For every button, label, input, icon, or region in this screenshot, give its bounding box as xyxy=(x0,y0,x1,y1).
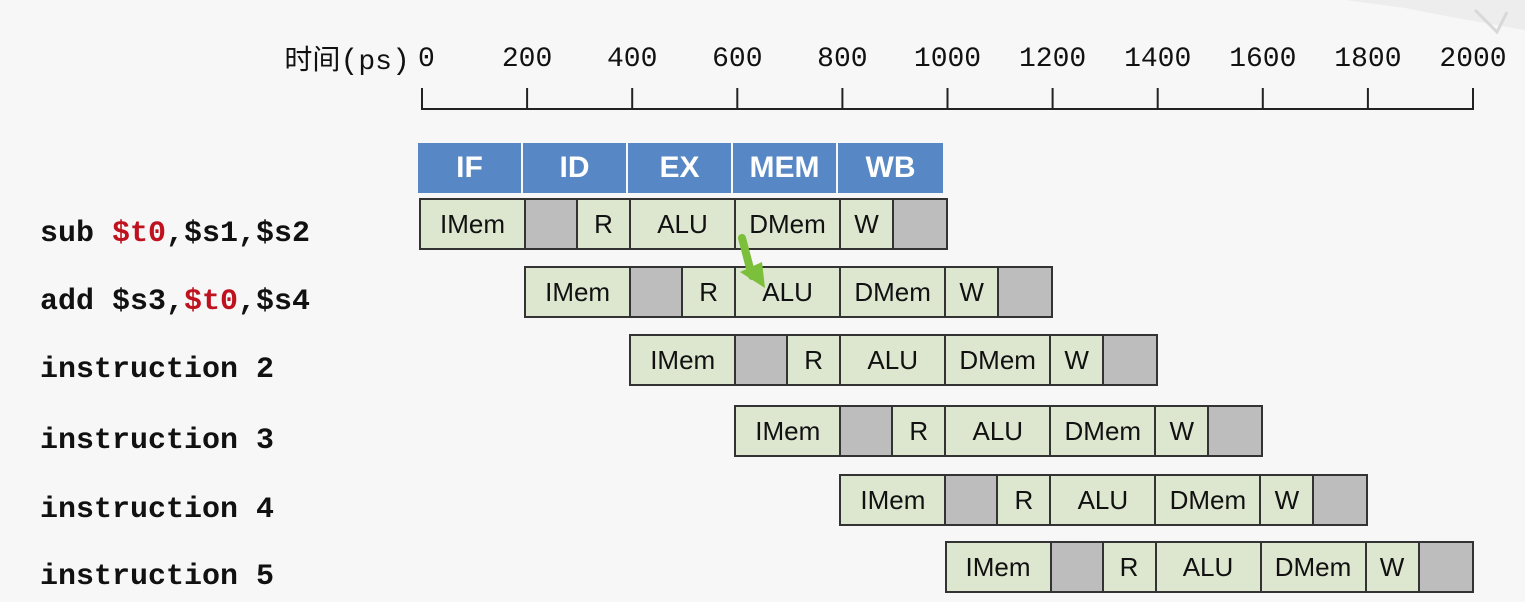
pipeline-cell-imem: IMem xyxy=(526,268,632,316)
pipeline-cell-alu: ALU xyxy=(1157,543,1262,591)
time-axis-tick-label: 1400 xyxy=(1124,44,1192,75)
stage-wb: WB xyxy=(838,143,943,193)
pipeline-cell-alu: ALU xyxy=(946,407,1052,455)
pipeline-cell-w: W xyxy=(1156,407,1210,455)
time-axis-tick-label: 1000 xyxy=(913,44,982,75)
pipeline-cell-w: W xyxy=(946,268,1000,316)
instruction-label: instruction 5 xyxy=(40,557,274,597)
pipeline-cell-imem: IMem xyxy=(631,336,737,384)
time-axis-tick-label: 1200 xyxy=(1018,44,1087,75)
pipeline-row: IMem R ALU DMem W xyxy=(524,266,1054,318)
pipeline-cell-shaded xyxy=(999,268,1052,316)
pipeline-row: IMem R ALU DMem W xyxy=(629,334,1159,386)
pipeline-cell-r: R xyxy=(998,476,1052,524)
instruction-label: instruction 4 xyxy=(40,490,274,530)
stage-ex: EX xyxy=(628,143,733,193)
pipeline-cell-w: W xyxy=(1261,476,1315,524)
pipeline-cell-alu: ALU xyxy=(1051,476,1157,524)
stage-if: IF xyxy=(418,143,523,193)
pipeline-cell-imem: IMem xyxy=(947,543,1052,591)
time-axis-tick-label: 800 xyxy=(817,44,868,75)
time-axis-label-open-paren: ( xyxy=(340,45,359,79)
instruction-text: ,$s4 xyxy=(238,285,311,319)
time-axis-tick-label: 400 xyxy=(606,44,658,75)
instruction-text: instruction 4 xyxy=(40,493,275,527)
pipeline-cell-w: W xyxy=(1051,336,1105,384)
time-axis-unit: ps xyxy=(358,47,392,78)
pipeline-row: IMem R ALU DMem W xyxy=(944,541,1474,593)
instruction-label: instruction 3 xyxy=(40,421,274,461)
instruction-text: sub xyxy=(40,217,113,251)
instruction-label: instruction 2 xyxy=(40,350,274,390)
pipeline-cell-shaded xyxy=(1314,476,1367,524)
pipeline-cell-shaded xyxy=(1104,336,1157,384)
pipeline-cell-r: R xyxy=(578,200,631,248)
pipeline-cell-shaded xyxy=(736,336,789,384)
pipeline-cell-alu: ALU xyxy=(736,268,842,316)
time-axis-label-main: 时间 xyxy=(284,43,341,76)
pipeline-cell-shaded xyxy=(1209,407,1262,455)
time-axis-tick-label: 200 xyxy=(501,44,553,75)
stage-id: ID xyxy=(523,143,628,193)
pipeline-cell-w: W xyxy=(1367,543,1420,591)
pipeline-cell-imem: IMem xyxy=(736,407,842,455)
pipeline-cell-shaded xyxy=(1051,543,1104,591)
pipeline-cell-alu: ALU xyxy=(631,200,736,248)
instruction-label: add $s3,$t0,$s4 xyxy=(40,282,310,322)
time-axis-ruler xyxy=(421,88,1474,110)
time-axis-tick-label: 0 xyxy=(418,44,435,75)
pipeline-row: IMem R ALU DMem W xyxy=(734,405,1264,457)
pipeline-cell-shaded xyxy=(526,200,578,248)
stage-header: IF ID EX MEM WB xyxy=(418,143,943,193)
pipeline-cell-shaded xyxy=(894,200,946,248)
corner-decoration xyxy=(1345,0,1525,35)
pipeline-cell-shaded xyxy=(631,268,684,316)
pipeline-cell-dmem: DMem xyxy=(841,268,947,316)
pipeline-cell-alu: ALU xyxy=(841,336,947,384)
time-axis-label: 时间(ps) xyxy=(284,40,410,80)
pipeline-cell-shaded xyxy=(1419,543,1472,591)
instruction-text: instruction 3 xyxy=(40,424,275,458)
time-axis-tick-label: 600 xyxy=(712,44,763,75)
pipeline-cell-imem: IMem xyxy=(841,476,947,524)
time-axis-tick-label: 2000 xyxy=(1439,44,1507,75)
pipeline-cell-shaded xyxy=(946,476,999,524)
pipeline-cell-r: R xyxy=(1104,543,1157,591)
instruction-text: add $s3, xyxy=(40,285,185,319)
pipeline-cell-w: W xyxy=(841,200,894,248)
time-axis-label-close-paren: ) xyxy=(391,45,410,79)
instruction-label: sub $t0,$s1,$s2 xyxy=(40,214,310,254)
pipeline-cell-dmem: DMem xyxy=(736,200,841,248)
pipeline-cell-r: R xyxy=(893,407,947,455)
pipeline-cell-r: R xyxy=(683,268,737,316)
register-highlight: $t0 xyxy=(112,217,167,251)
pipeline-cell-dmem: DMem xyxy=(1051,407,1157,455)
stage-mem: MEM xyxy=(733,143,838,193)
pipeline-row: IMem R ALU DMem W xyxy=(839,474,1369,526)
pipeline-cell-imem: IMem xyxy=(421,200,526,248)
pipeline-cell-dmem: DMem xyxy=(946,336,1052,384)
instruction-text: instruction 2 xyxy=(40,353,275,387)
instruction-text: instruction 5 xyxy=(40,560,275,594)
pipeline-row: IMem R ALU DMem W xyxy=(419,198,948,250)
pipeline-cell-dmem: DMem xyxy=(1156,476,1262,524)
time-axis-tick-label: 1800 xyxy=(1334,44,1402,75)
pipeline-cell-shaded xyxy=(841,407,894,455)
instruction-text: ,$s1,$s2 xyxy=(166,217,311,251)
time-axis-tick-label: 1600 xyxy=(1229,44,1297,75)
register-highlight: $t0 xyxy=(184,285,239,319)
pipeline-cell-r: R xyxy=(788,336,842,384)
pipeline-cell-dmem: DMem xyxy=(1262,543,1367,591)
